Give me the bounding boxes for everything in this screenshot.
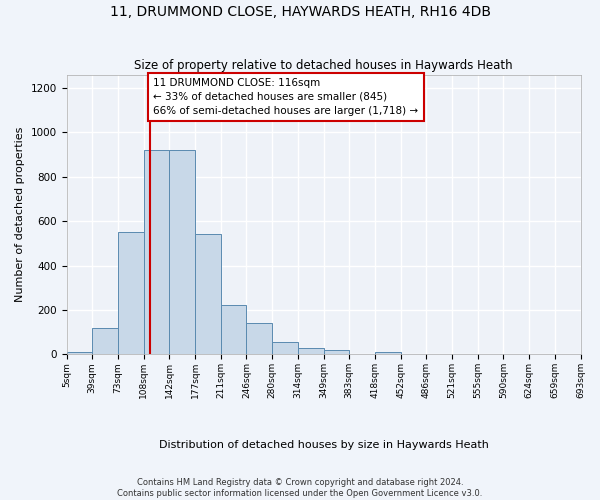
X-axis label: Distribution of detached houses by size in Haywards Heath: Distribution of detached houses by size … — [158, 440, 488, 450]
Y-axis label: Number of detached properties: Number of detached properties — [15, 126, 25, 302]
Bar — [195, 234, 221, 354]
Bar — [298, 348, 323, 354]
Text: 11, DRUMMOND CLOSE, HAYWARDS HEATH, RH16 4DB: 11, DRUMMOND CLOSE, HAYWARDS HEATH, RH16… — [110, 5, 491, 19]
Bar — [375, 352, 401, 354]
Bar — [247, 323, 272, 354]
Text: Contains HM Land Registry data © Crown copyright and database right 2024.
Contai: Contains HM Land Registry data © Crown c… — [118, 478, 482, 498]
Bar — [221, 306, 247, 354]
Bar — [169, 150, 195, 354]
Bar — [272, 342, 298, 354]
Bar — [67, 352, 92, 354]
Bar — [323, 350, 349, 354]
Bar — [92, 328, 118, 354]
Text: 11 DRUMMOND CLOSE: 116sqm
← 33% of detached houses are smaller (845)
66% of semi: 11 DRUMMOND CLOSE: 116sqm ← 33% of detac… — [154, 78, 419, 116]
Bar — [118, 232, 143, 354]
Title: Size of property relative to detached houses in Haywards Heath: Size of property relative to detached ho… — [134, 59, 513, 72]
Bar — [143, 150, 169, 354]
